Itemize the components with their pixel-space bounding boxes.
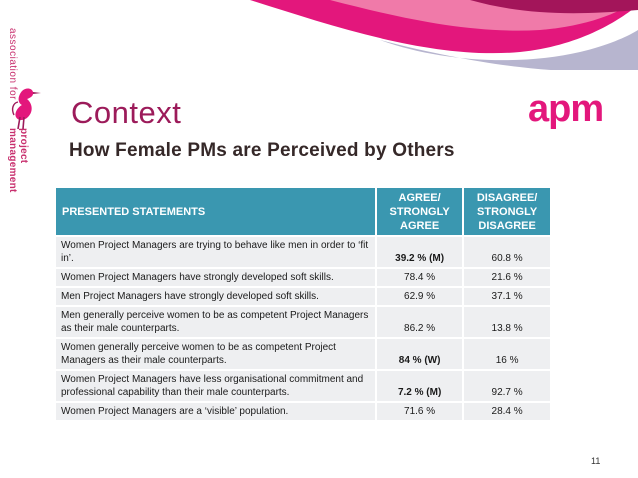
agree-cell: 62.9 % xyxy=(377,288,463,305)
agree-cell: 39.2 % (M) xyxy=(377,237,463,267)
statement-cell: Women Project Managers are a ‘visible’ p… xyxy=(56,403,375,420)
decorative-banner xyxy=(250,0,638,70)
header-agree: AGREE/ STRONGLY AGREE xyxy=(377,188,463,235)
disagree-cell: 16 % xyxy=(464,339,550,369)
statement-cell: Women generally perceive women to be as … xyxy=(56,339,375,369)
header-disagree-line-2: STRONGLY xyxy=(477,205,538,218)
brand-vertical-text: association for project management xyxy=(4,28,29,228)
agree-cell: 7.2 % (M) xyxy=(377,371,463,401)
table-row: Women Project Managers are a ‘visible’ p… xyxy=(56,403,550,420)
apm-logo-text: apm xyxy=(528,88,604,130)
header-agree-line-1: AGREE/ xyxy=(398,191,441,204)
table-row: Women Project Managers are trying to beh… xyxy=(56,237,550,267)
table-row: Women Project Managers have less organis… xyxy=(56,371,550,401)
table-header-row: PRESENTED STATEMENTS AGREE/ STRONGLY AGR… xyxy=(56,188,550,235)
disagree-cell: 13.8 % xyxy=(464,307,550,337)
agree-cell: 84 % (W) xyxy=(377,339,463,369)
brand-text-association: association for xyxy=(7,28,18,100)
header-agree-line-3: AGREE xyxy=(400,219,440,232)
header-disagree-line-3: DISAGREE xyxy=(478,219,536,232)
header-disagree-line-1: DISAGREE/ xyxy=(476,191,538,204)
statements-table: PRESENTED STATEMENTS AGREE/ STRONGLY AGR… xyxy=(54,186,552,422)
statement-cell: Men generally perceive women to be as co… xyxy=(56,307,375,337)
table-row: Women Project Managers have strongly dev… xyxy=(56,269,550,286)
disagree-cell: 92.7 % xyxy=(464,371,550,401)
header-agree-line-2: STRONGLY xyxy=(389,205,450,218)
statement-cell: Women Project Managers have less organis… xyxy=(56,371,375,401)
table-row: Women generally perceive women to be as … xyxy=(56,339,550,369)
statement-cell: Men Project Managers have strongly devel… xyxy=(56,288,375,305)
heron-logo-icon xyxy=(11,88,41,130)
statement-cell: Women Project Managers have strongly dev… xyxy=(56,269,375,286)
header-disagree: DISAGREE/ STRONGLY DISAGREE xyxy=(464,188,550,235)
disagree-cell: 37.1 % xyxy=(464,288,550,305)
slide-title: Context xyxy=(71,95,182,130)
statement-cell: Women Project Managers are trying to beh… xyxy=(56,237,375,267)
page-number: 11 xyxy=(591,456,601,466)
header-presented-statements: PRESENTED STATEMENTS xyxy=(56,188,375,235)
disagree-cell: 28.4 % xyxy=(464,403,550,420)
disagree-cell: 21.6 % xyxy=(464,269,550,286)
apm-logo: apm xyxy=(528,88,604,131)
table-row: Men generally perceive women to be as co… xyxy=(56,307,550,337)
disagree-cell: 60.8 % xyxy=(464,237,550,267)
agree-cell: 71.6 % xyxy=(377,403,463,420)
table-row: Men Project Managers have strongly devel… xyxy=(56,288,550,305)
brand-text-project-management: project management xyxy=(7,128,29,193)
agree-cell: 86.2 % xyxy=(377,307,463,337)
agree-cell: 78.4 % xyxy=(377,269,463,286)
slide-subtitle: How Female PMs are Perceived by Others xyxy=(69,140,455,161)
